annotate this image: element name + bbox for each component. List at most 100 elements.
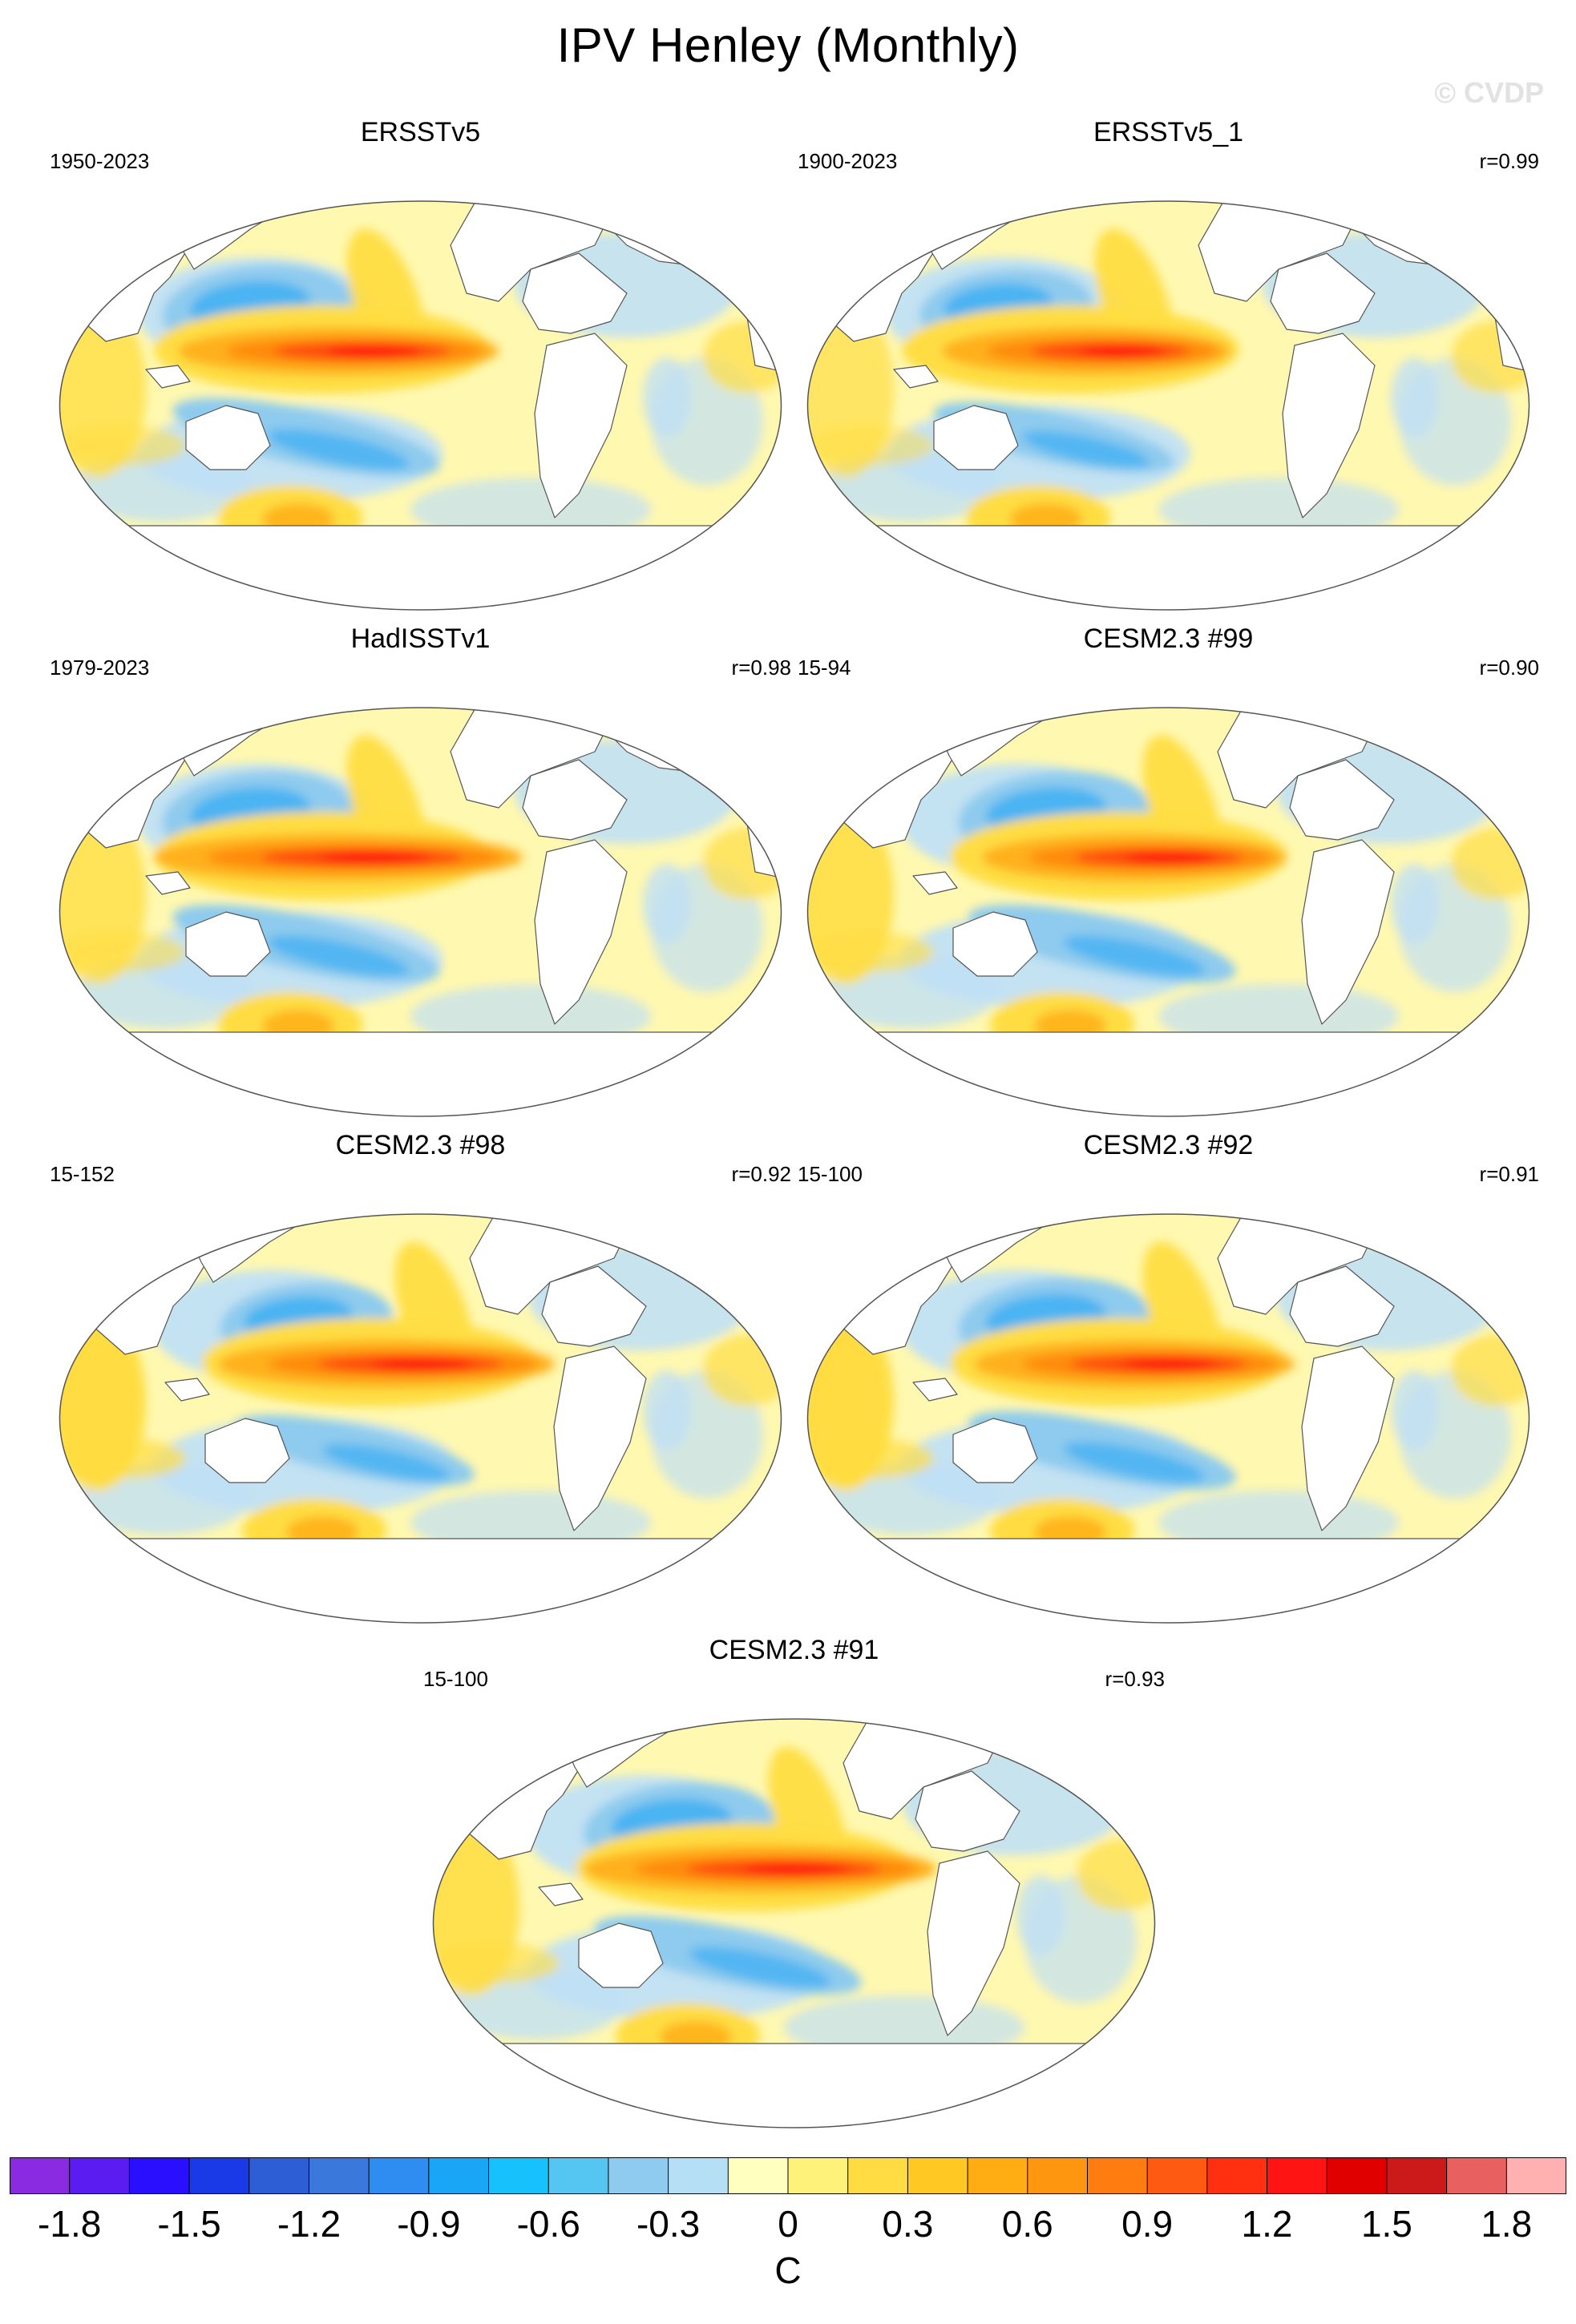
landmass xyxy=(433,2043,1155,2128)
panel-correlation: r=0.93 xyxy=(1105,1667,1165,1691)
panel-correlation: r=0.99 xyxy=(1479,149,1539,173)
colorbar-swatch xyxy=(1206,2157,1268,2194)
landmass xyxy=(1289,1265,1395,1347)
colorbar-swatch xyxy=(69,2157,130,2194)
sst-pattern-map xyxy=(798,1186,1539,1643)
landmass xyxy=(807,1538,1530,1623)
sst-atlantic-warm xyxy=(703,828,782,900)
landmass xyxy=(952,911,1038,977)
sst-south-pacific-core xyxy=(267,429,410,470)
sst-pattern-map xyxy=(423,1691,1165,2148)
map-canvas xyxy=(59,1213,782,1624)
landmass xyxy=(1282,333,1376,518)
sst-equatorial-core xyxy=(319,852,430,863)
panel-title: CESM2.3 #99 xyxy=(1083,623,1254,654)
landmass xyxy=(912,871,958,895)
landmass xyxy=(553,1346,647,1531)
panel-correlation: r=0.90 xyxy=(1479,656,1539,680)
sst-south-pacific-core xyxy=(1022,430,1150,469)
sst-indian-ocean-warm xyxy=(59,932,186,972)
colorbar-swatch xyxy=(1327,2157,1388,2194)
sst-indian-ocean-warm xyxy=(807,932,934,972)
sst-atlantic-warm xyxy=(703,321,782,393)
map-contents xyxy=(807,708,1530,1116)
sst-atlantic-cold xyxy=(1391,1370,1439,1450)
colorbar-tick-label: 1.2 xyxy=(1241,2203,1293,2245)
sst-atlantic-cold xyxy=(1016,1875,1065,1955)
sst-atlantic-cold xyxy=(643,357,691,438)
colorbar-swatch xyxy=(608,2157,669,2194)
map-border xyxy=(432,1718,1156,2128)
colorbar-border xyxy=(10,2157,1566,2194)
map-panel-3: HadISSTv1 1979-2023 r=0.98 xyxy=(50,623,791,1136)
map-canvas xyxy=(806,1213,1530,1624)
landmass xyxy=(1301,839,1395,1025)
colorbar-tick-label: 0.3 xyxy=(882,2203,934,2245)
map-canvas xyxy=(432,1718,1156,2128)
colorbar-swatch xyxy=(1506,2157,1566,2194)
landmass xyxy=(534,839,628,1025)
landmass xyxy=(59,1538,782,1623)
sst-pattern-map xyxy=(50,680,791,1136)
map-contents xyxy=(59,201,782,610)
colorbar-swatch xyxy=(1267,2157,1327,2194)
sst-pattern-map xyxy=(798,173,1539,630)
panel-period: 15-100 xyxy=(423,1667,488,1691)
sst-atlantic-warm xyxy=(1077,1839,1155,1911)
sst-atlantic-warm xyxy=(1451,1334,1530,1406)
landmass xyxy=(522,252,628,334)
landmass xyxy=(145,871,191,895)
colorbar-swatch xyxy=(847,2157,908,2194)
map-canvas xyxy=(59,200,782,611)
colorbar-tick-label: -1.5 xyxy=(157,2203,221,2245)
panel-period: 1900-2023 xyxy=(798,149,898,173)
panel-title: CESM2.3 #92 xyxy=(1083,1130,1254,1160)
landmass xyxy=(807,1031,1530,1116)
map-border xyxy=(59,200,782,611)
landmass xyxy=(1270,252,1376,334)
colorbar-swatch xyxy=(249,2157,310,2194)
sst-atlantic-warm xyxy=(703,1334,782,1406)
colorbar-swatch xyxy=(1446,2157,1507,2194)
landmass xyxy=(893,365,939,389)
colorbar-swatch xyxy=(1087,2157,1148,2194)
map-border xyxy=(806,1213,1530,1624)
panel-correlation: r=0.92 xyxy=(731,1162,791,1186)
landmass xyxy=(59,1031,782,1116)
panel-period: 15-152 xyxy=(50,1162,115,1186)
sst-indian-ocean-warm xyxy=(807,1438,934,1479)
panel-title: HadISSTv1 xyxy=(350,623,491,654)
colorbar-tick-label: -1.2 xyxy=(277,2203,341,2245)
sst-equatorial-core xyxy=(1122,1358,1218,1370)
panel-title: CESM2.3 #91 xyxy=(709,1635,879,1665)
colorbar-swatch xyxy=(309,2157,370,2194)
landmass xyxy=(185,405,271,470)
map-panel-6: CESM2.3 #92 15-100 r=0.91 xyxy=(798,1130,1539,1643)
map-panel-4: CESM2.3 #99 15-94 r=0.90 xyxy=(798,623,1539,1136)
colorbar-swatch xyxy=(189,2157,250,2194)
sst-atlantic-warm xyxy=(1451,321,1530,393)
map-border xyxy=(806,200,1530,611)
map-canvas xyxy=(806,707,1530,1117)
sst-pattern-map xyxy=(50,1186,791,1643)
colorbar-tick-label: -0.9 xyxy=(397,2203,461,2245)
landmass xyxy=(534,333,628,518)
colorbar-swatch xyxy=(728,2157,789,2194)
map-contents xyxy=(59,708,782,1116)
sst-equatorial-core xyxy=(372,1358,473,1370)
landmass xyxy=(204,1418,290,1483)
landmass xyxy=(915,1770,1020,1852)
colorbar-swatch xyxy=(788,2157,849,2194)
colorbar-tick-label: 0 xyxy=(778,2203,798,2245)
sst-equatorial-core xyxy=(1125,852,1216,863)
map-contents xyxy=(807,1214,1530,1623)
landmass xyxy=(538,1882,584,1906)
colorbar xyxy=(10,2157,1566,2194)
colorbar-tick-label: -0.3 xyxy=(636,2203,701,2245)
sst-atlantic-cold xyxy=(643,1370,691,1450)
map-panel-7: CESM2.3 #91 15-100 r=0.93 xyxy=(423,1635,1165,2148)
colorbar-swatch xyxy=(968,2157,1028,2194)
landmass xyxy=(145,365,191,389)
sst-south-pacific-core xyxy=(1063,935,1206,977)
colorbar-tick-label: 1.8 xyxy=(1481,2203,1533,2245)
